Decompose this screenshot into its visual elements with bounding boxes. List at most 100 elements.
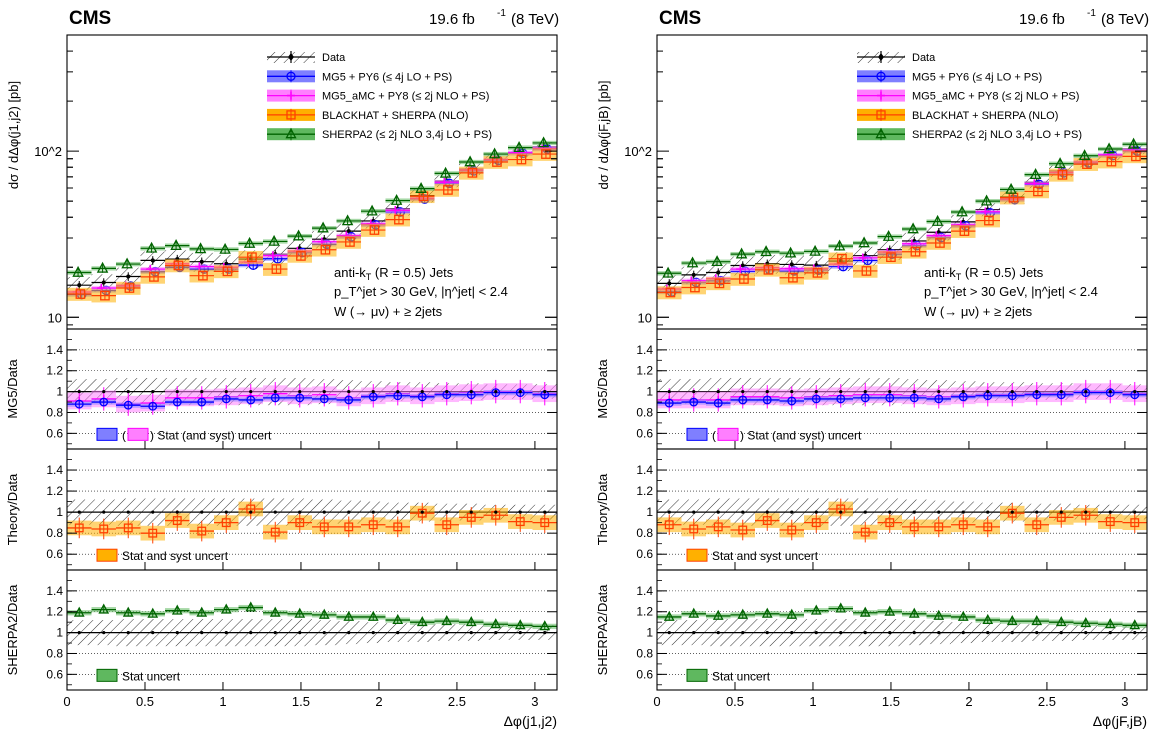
legend-marker bbox=[875, 127, 887, 139]
ratio-data-point bbox=[937, 390, 941, 394]
series-3 bbox=[66, 147, 558, 303]
xtick-label: 1.5 bbox=[292, 694, 310, 709]
ratio-data-point bbox=[102, 510, 106, 514]
series-point bbox=[882, 229, 895, 241]
legend-label: Data bbox=[322, 52, 346, 64]
annotation-algorithm-post: (R = 0.5) Jets bbox=[371, 265, 453, 280]
ratio-data-point bbox=[1108, 390, 1112, 394]
ratio-data-point bbox=[543, 510, 547, 514]
ratio-point bbox=[540, 518, 550, 528]
series-4 bbox=[66, 136, 558, 277]
xtick-label: 1 bbox=[809, 694, 816, 709]
series-point bbox=[194, 242, 207, 254]
series-point bbox=[812, 268, 823, 278]
ratio-point bbox=[123, 400, 133, 410]
annotation-algorithm-sub: T bbox=[366, 272, 372, 282]
series-point bbox=[271, 264, 282, 274]
series-point bbox=[735, 247, 748, 259]
series-point bbox=[219, 242, 231, 254]
series-point bbox=[789, 262, 794, 267]
ratio-data-point bbox=[224, 631, 228, 635]
ratio-data-point bbox=[420, 510, 424, 514]
ratio-data-point bbox=[1133, 631, 1137, 635]
ratio-data-point bbox=[420, 631, 424, 635]
annotation-algorithm: anti-kT (R = 0.5) Jets bbox=[924, 265, 1044, 282]
ratio-data-point bbox=[961, 631, 965, 635]
ratio-data-point bbox=[937, 510, 941, 514]
series-point bbox=[394, 214, 404, 225]
ratio-data-point bbox=[1010, 631, 1014, 635]
series-point bbox=[369, 225, 380, 235]
series-point bbox=[1033, 186, 1043, 197]
ratio-point bbox=[123, 523, 133, 533]
ratio-point bbox=[221, 518, 231, 528]
ratio-data-point bbox=[863, 390, 867, 394]
ratio-point bbox=[860, 393, 870, 403]
ratio-point bbox=[713, 398, 723, 408]
ratio-ytick-label: 1.2 bbox=[636, 484, 653, 498]
ratio-data-point bbox=[1010, 510, 1014, 514]
series-point bbox=[667, 281, 672, 286]
ratio-data-point bbox=[126, 631, 130, 635]
annotation-algorithm: anti-kT (R = 0.5) Jets bbox=[334, 265, 454, 282]
lumi-label: 19.6 fb bbox=[1019, 11, 1065, 28]
ratio-data-point bbox=[986, 631, 990, 635]
series-point bbox=[443, 185, 453, 195]
ratio-data-point bbox=[224, 510, 228, 514]
legend-label: BLACKHAT + SHERPA (NLO) bbox=[322, 110, 468, 122]
ratio-data-point bbox=[863, 631, 867, 635]
ratio-point bbox=[909, 393, 919, 403]
series-point bbox=[150, 258, 155, 263]
ratio-data-point bbox=[961, 510, 965, 514]
ratio-data-point bbox=[298, 510, 302, 514]
ratio-point bbox=[441, 614, 453, 626]
ratio-point bbox=[318, 608, 330, 619]
legend-label: SHERPA2 (≤ 2j NLO 3,4j LO + PS) bbox=[322, 129, 492, 141]
ratio-data-point bbox=[692, 510, 696, 514]
series-point bbox=[662, 266, 674, 278]
legend-label: MG5 + PY6 (≤ 4j LO + PS) bbox=[912, 71, 1042, 83]
ratio-legend-swatch bbox=[686, 668, 708, 682]
ratio-data-point bbox=[469, 510, 473, 514]
legend-marker bbox=[877, 91, 885, 100]
ratio-data-point bbox=[888, 631, 892, 635]
ratio-point bbox=[1006, 614, 1018, 626]
ratio-point bbox=[515, 517, 525, 527]
ratio-point bbox=[787, 396, 797, 406]
ratio-data-point bbox=[692, 390, 696, 394]
ratio-legend-label: Stat uncert bbox=[122, 669, 181, 683]
legend-label: MG5_aMC + PY8 (≤ 2j NLO + PS) bbox=[912, 91, 1079, 103]
ratio-point bbox=[908, 607, 920, 618]
series-point bbox=[516, 154, 527, 165]
ratio-point bbox=[1055, 615, 1067, 627]
ratio-legend-swatch-amc bbox=[717, 427, 739, 441]
ratio-point bbox=[689, 524, 699, 534]
legend-data-marker bbox=[288, 53, 294, 61]
ratio-ytick-label: 0.6 bbox=[46, 426, 63, 440]
ratio-point bbox=[1129, 619, 1141, 630]
ratio-data-point bbox=[77, 631, 81, 635]
ratio-point bbox=[982, 613, 994, 625]
ratio-ytick-label: 0.8 bbox=[636, 646, 653, 660]
series-point bbox=[1057, 169, 1068, 180]
ratio-data-point bbox=[986, 390, 990, 394]
ratio-data-point bbox=[126, 510, 130, 514]
ratio-data-point bbox=[102, 631, 106, 635]
annotation-algorithm-pre: anti-k bbox=[334, 265, 366, 280]
annotation-process: W (→ μν) + ≥ 2jets bbox=[334, 304, 443, 319]
series-point bbox=[222, 266, 233, 277]
ratio-frame bbox=[656, 569, 1148, 691]
ratio-legend-open: ( bbox=[712, 428, 716, 442]
lumi-exponent: -1 bbox=[1087, 8, 1096, 19]
main-ylabel: dσ / dΔφ(j1,j2) [pb] bbox=[6, 81, 21, 189]
ratio-point bbox=[738, 525, 748, 535]
ratio-ytick-label: 1 bbox=[56, 505, 63, 519]
series-point bbox=[541, 149, 551, 159]
ratio-data-point bbox=[151, 631, 155, 635]
annotation-algorithm-sub: T bbox=[956, 272, 962, 282]
xtick-label: 1.5 bbox=[882, 694, 900, 709]
ratio-data-point bbox=[839, 510, 843, 514]
ratio-ytick-label: 1.2 bbox=[46, 484, 63, 498]
ratio-ytick-label: 0.8 bbox=[636, 405, 653, 419]
annotations: anti-kT (R = 0.5) Jets p_T^jet > 30 GeV, … bbox=[334, 265, 508, 319]
